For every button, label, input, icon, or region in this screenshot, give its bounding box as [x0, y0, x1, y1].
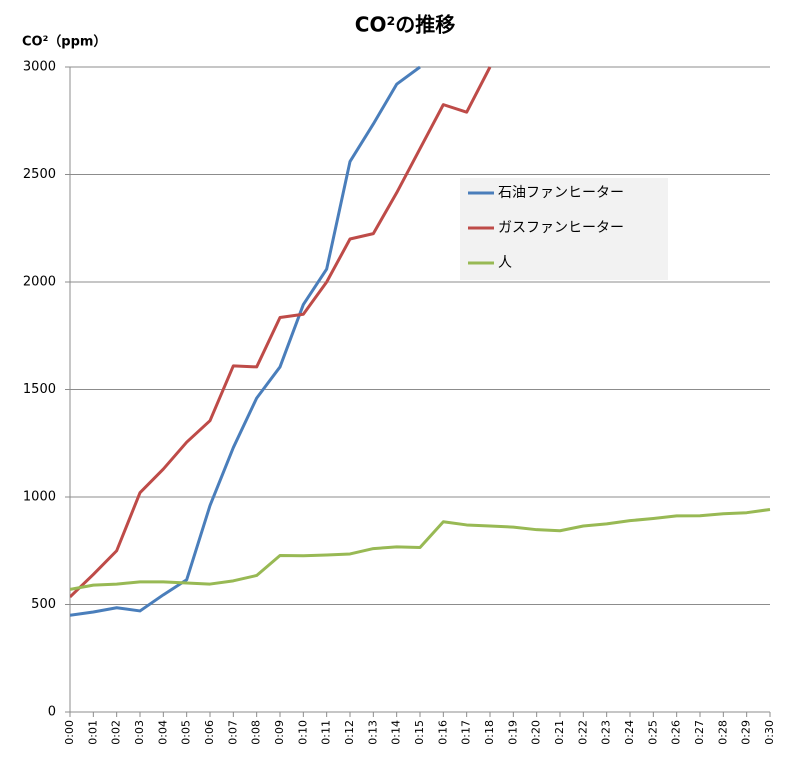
x-tick-label: 0:06	[203, 720, 216, 745]
x-tick-label: 0:02	[110, 720, 123, 745]
y-tick-label: 1000	[23, 490, 56, 505]
x-tick-label: 0:00	[63, 720, 76, 745]
y-tick-label: 3000	[23, 60, 56, 75]
x-tick-label: 0:20	[530, 720, 543, 745]
legend-label: 石油ファンヒーター	[498, 185, 624, 201]
x-tick-label: 0:08	[250, 720, 263, 745]
x-tick-label: 0:13	[366, 720, 379, 745]
x-tick-label: 0:29	[740, 720, 753, 745]
x-tick-label: 0:12	[343, 720, 356, 745]
x-tick-label: 0:21	[553, 720, 566, 745]
x-tick-label: 0:11	[320, 720, 333, 745]
series-line	[70, 66, 421, 617]
x-tick-label: 0:16	[436, 720, 449, 745]
x-tick-label: 0:22	[576, 720, 589, 745]
x-tick-label: 0:30	[763, 720, 776, 745]
x-tick-label: 0:18	[483, 720, 496, 745]
x-tick-label: 0:10	[296, 720, 309, 745]
x-tick-label: 0:05	[180, 720, 193, 745]
x-tick-label: 0:15	[413, 720, 426, 745]
y-axis-label: CO²（ppm）	[22, 34, 106, 50]
lines	[70, 66, 771, 617]
x-tick-label: 0:04	[156, 720, 169, 745]
x-tick-label: 0:28	[716, 720, 729, 745]
x-tick-label: 0:19	[506, 720, 519, 745]
chart-title: CO²の推移	[355, 13, 455, 37]
x-tick-label: 0:24	[623, 720, 636, 745]
y-tick-label: 0	[48, 705, 56, 720]
x-tick-label: 0:17	[460, 720, 473, 745]
x-tick-label: 0:03	[133, 720, 146, 745]
x-tick-label: 0:26	[670, 720, 683, 745]
x-tick-label: 0:07	[226, 720, 239, 745]
legend-label: ガスファンヒーター	[498, 220, 624, 236]
x-tick-label: 0:09	[273, 720, 286, 745]
y-tick-label: 500	[31, 597, 56, 612]
x-tick-label: 0:27	[693, 720, 706, 745]
legend-label: 人	[498, 255, 512, 271]
grid	[65, 66, 771, 717]
legend-box	[460, 178, 668, 280]
x-tick-label: 0:25	[646, 720, 659, 745]
y-tick-label: 2500	[23, 167, 56, 182]
x-tick-label: 0:01	[86, 720, 99, 745]
x-tick-label: 0:14	[390, 720, 403, 745]
y-tick-label: 1500	[23, 382, 56, 397]
y-tick-label: 2000	[23, 275, 56, 290]
series-line	[70, 507, 771, 591]
x-tick-label: 0:23	[600, 720, 613, 745]
series-line	[70, 66, 492, 599]
